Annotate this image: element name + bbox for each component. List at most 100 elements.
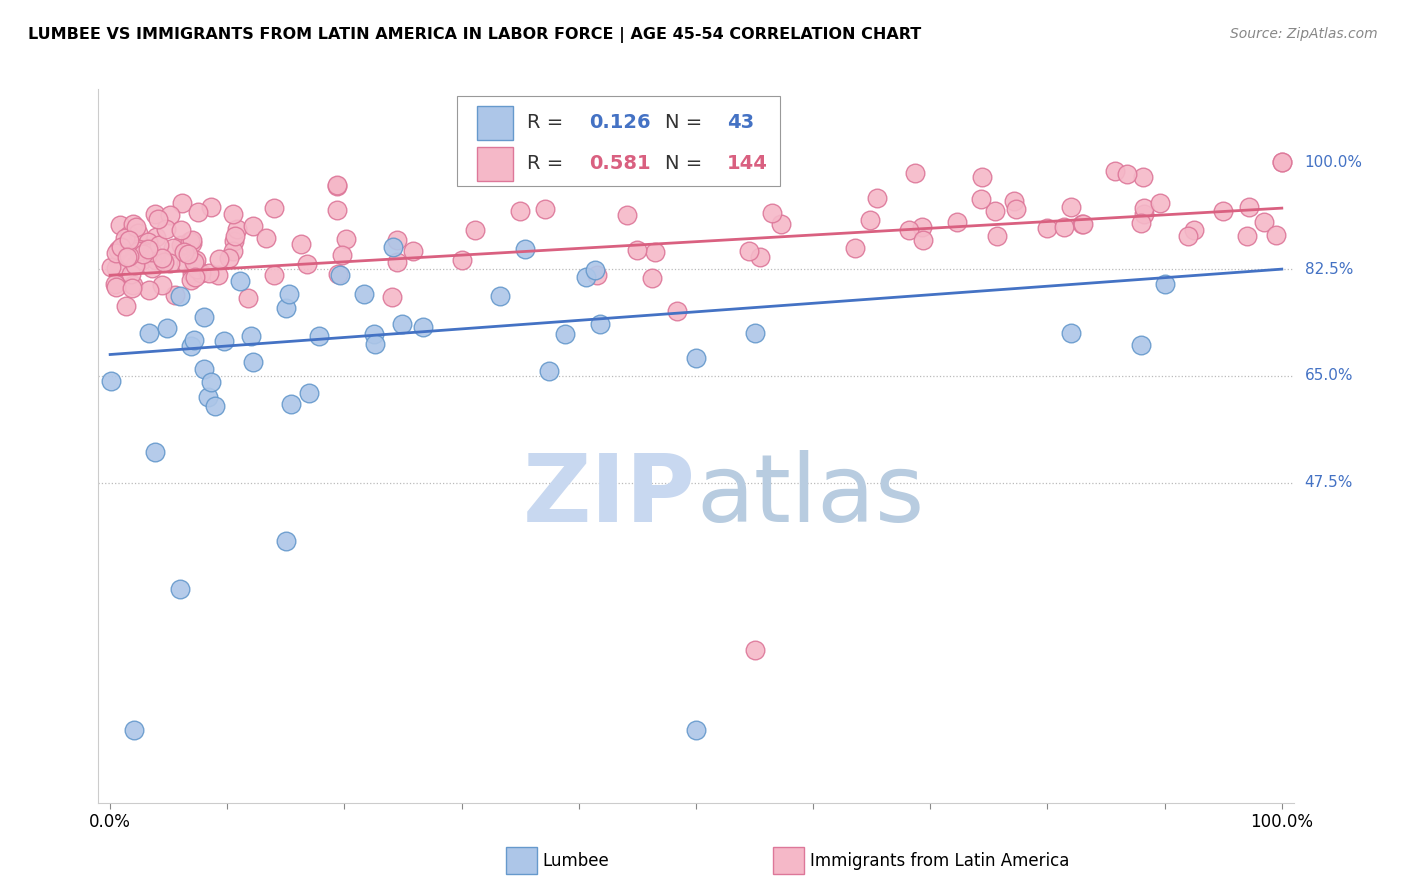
Point bbox=[626, 243, 648, 257]
Text: R =: R = bbox=[527, 154, 569, 173]
Point bbox=[124, 258, 146, 272]
Point bbox=[104, 280, 127, 294]
Point bbox=[489, 288, 512, 302]
Point bbox=[328, 268, 350, 282]
Point bbox=[100, 374, 122, 388]
Point bbox=[169, 289, 191, 303]
Point bbox=[515, 242, 537, 256]
Point bbox=[353, 287, 375, 301]
Point bbox=[183, 333, 205, 347]
Point bbox=[263, 201, 285, 215]
Point bbox=[911, 220, 934, 235]
Point bbox=[1212, 204, 1234, 219]
Text: atlas: atlas bbox=[696, 450, 924, 542]
Point bbox=[332, 248, 354, 262]
Point bbox=[583, 263, 606, 277]
Point bbox=[1133, 202, 1156, 216]
Point bbox=[738, 244, 761, 259]
Point bbox=[229, 274, 252, 288]
Point bbox=[1182, 223, 1205, 237]
Point bbox=[143, 207, 166, 221]
Point bbox=[193, 310, 215, 325]
Point bbox=[538, 364, 561, 378]
FancyBboxPatch shape bbox=[457, 96, 779, 186]
Point bbox=[641, 270, 664, 285]
Point bbox=[1271, 155, 1294, 169]
Point bbox=[177, 247, 200, 261]
Point bbox=[170, 223, 193, 237]
Point bbox=[180, 266, 202, 280]
Point bbox=[148, 211, 170, 226]
Point bbox=[644, 244, 666, 259]
Point bbox=[208, 252, 231, 267]
Point bbox=[586, 268, 609, 283]
Point bbox=[972, 170, 994, 185]
Text: 0.126: 0.126 bbox=[589, 113, 651, 132]
Point bbox=[222, 207, 245, 221]
Point bbox=[1271, 155, 1294, 169]
Point bbox=[122, 723, 145, 737]
Point bbox=[239, 328, 262, 343]
Point bbox=[554, 327, 576, 342]
FancyBboxPatch shape bbox=[477, 147, 513, 181]
Point bbox=[1002, 194, 1025, 208]
Point bbox=[382, 239, 405, 253]
Point bbox=[105, 261, 128, 276]
Point bbox=[329, 268, 352, 282]
Text: Lumbee: Lumbee bbox=[543, 852, 609, 870]
Point bbox=[156, 321, 179, 335]
Point bbox=[110, 240, 132, 254]
Point bbox=[190, 266, 212, 280]
Point bbox=[222, 235, 245, 249]
Point bbox=[1070, 217, 1092, 231]
Point bbox=[131, 244, 153, 258]
Point bbox=[325, 179, 347, 194]
Point bbox=[749, 250, 772, 264]
Point bbox=[1133, 207, 1156, 221]
Point bbox=[180, 338, 202, 352]
Point bbox=[744, 643, 766, 657]
Point bbox=[1237, 200, 1260, 214]
Point bbox=[200, 200, 222, 214]
Point bbox=[200, 375, 222, 389]
Text: 43: 43 bbox=[727, 113, 754, 132]
Point bbox=[183, 254, 205, 268]
Text: 100.0%: 100.0% bbox=[1305, 155, 1362, 169]
Point bbox=[385, 255, 408, 269]
Point bbox=[685, 723, 707, 737]
Point bbox=[381, 290, 404, 304]
FancyBboxPatch shape bbox=[477, 106, 513, 140]
Point bbox=[127, 226, 149, 240]
Point bbox=[236, 291, 259, 305]
Point bbox=[138, 326, 160, 341]
Point bbox=[159, 256, 181, 270]
Point bbox=[122, 217, 145, 231]
Point bbox=[162, 241, 184, 255]
Point bbox=[335, 232, 357, 246]
Point bbox=[186, 252, 208, 267]
Point bbox=[181, 236, 204, 251]
Text: R =: R = bbox=[527, 113, 569, 132]
Point bbox=[254, 231, 277, 245]
Point bbox=[402, 244, 425, 258]
Point bbox=[122, 277, 145, 292]
Point bbox=[197, 390, 219, 404]
Point bbox=[183, 270, 205, 285]
Point bbox=[276, 301, 298, 315]
Point bbox=[866, 191, 889, 205]
Point bbox=[575, 270, 598, 285]
Point bbox=[945, 215, 967, 229]
Text: 0.581: 0.581 bbox=[589, 154, 651, 173]
Point bbox=[464, 223, 486, 237]
Point bbox=[141, 260, 163, 275]
Point bbox=[104, 277, 127, 292]
Point bbox=[170, 196, 193, 211]
Point bbox=[120, 267, 142, 281]
Text: 47.5%: 47.5% bbox=[1305, 475, 1353, 490]
Point bbox=[1053, 219, 1076, 234]
Point bbox=[105, 246, 128, 260]
Point bbox=[412, 319, 434, 334]
Point bbox=[152, 255, 174, 269]
Point bbox=[986, 228, 1008, 243]
Point bbox=[114, 300, 136, 314]
